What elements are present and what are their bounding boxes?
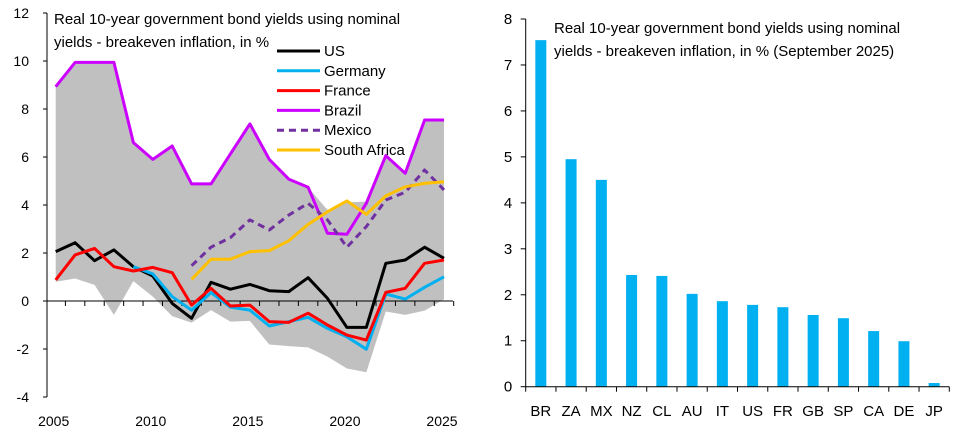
y-tick-label: 3: [504, 241, 512, 258]
y-tick-label: 10: [13, 53, 29, 69]
bar-de: [898, 341, 910, 387]
legend-label: South Africa: [324, 142, 406, 159]
bar-it: [716, 301, 728, 387]
x-tick-label: US: [742, 403, 763, 420]
bar-ca: [868, 331, 880, 387]
x-tick-label: CA: [863, 403, 884, 420]
x-tick-label: JP: [925, 403, 943, 420]
x-tick-label: GB: [802, 403, 824, 420]
series-line-brazil: [54, 60, 444, 236]
bar-za: [565, 159, 577, 387]
y-tick-label: 8: [21, 101, 29, 117]
x-tick-label: 2025: [426, 413, 457, 429]
x-tick-label: 2015: [232, 413, 263, 429]
legend-label: US: [324, 43, 345, 60]
series-line-us: [55, 241, 445, 329]
x-tick-label: 2010: [135, 413, 166, 429]
y-tick-label: 0: [504, 379, 512, 396]
legend-label: France: [324, 83, 371, 100]
legend-label: Mexico: [324, 122, 372, 139]
y-tick-label: 6: [21, 149, 29, 165]
range-band: [55, 62, 444, 373]
x-tick-label: CL: [652, 403, 671, 420]
x-tick-label: MX: [590, 403, 613, 420]
y-tick-label: 4: [504, 195, 512, 212]
y-tick-label: 2: [504, 287, 512, 304]
y-tick-label: 1: [504, 333, 512, 350]
x-tick-label: NZ: [622, 403, 642, 420]
bar-mx: [595, 179, 607, 387]
y-tick-label: 7: [504, 57, 512, 74]
chart-title: yields - breakeven inflation, in %: [54, 34, 269, 51]
x-tick-label: DE: [893, 403, 914, 420]
y-tick-label: 6: [504, 103, 512, 120]
bar-us: [747, 304, 759, 387]
bar-sp: [837, 318, 849, 387]
chart-title: Real 10-year government bond yields usin…: [54, 11, 400, 28]
series-line-mexico: [190, 168, 446, 267]
x-tick-label: AU: [682, 403, 703, 420]
bar-chart-bond-yields-sep-2025: BR ZA MX NZ CL AU IT US FR GB SP CA DE JP 0 1 2 3 4 5 6 7 8 Rea…: [504, 11, 950, 420]
x-tick-label: SP: [833, 403, 853, 420]
x-tick-label: IT: [716, 403, 729, 420]
y-tick-label: 5: [504, 149, 512, 166]
x-tick-label: FR: [773, 403, 793, 420]
series-line-france: [54, 246, 445, 342]
series-line-south-africa: [190, 180, 445, 281]
chart-title: yields - breakeven inflation, in % (Sept…: [554, 43, 894, 60]
chart-title: Real 10-year government bond yields usin…: [554, 20, 900, 37]
bar-jp: [928, 383, 940, 387]
y-tick-label: 4: [21, 197, 29, 213]
bar-au: [686, 293, 698, 387]
y-tick-label: 8: [504, 11, 512, 28]
bar-nz: [626, 275, 638, 387]
bar-gb: [807, 314, 819, 387]
x-tick-label: BR: [530, 403, 551, 420]
line-chart-bond-yields-history: -4 -2 0 2 4 6 8 10 12 2005 2010 2015 2020 2025 Real 10…: [13, 5, 457, 429]
x-tick-label: 2005: [38, 413, 69, 429]
legend-label: Brazil: [324, 102, 362, 119]
x-tick-label: 2020: [329, 413, 360, 429]
bar-br: [535, 40, 547, 387]
legend-label: Germany: [324, 63, 386, 80]
y-tick-label: -4: [17, 389, 30, 405]
bar-fr: [777, 307, 789, 387]
x-tick-label: ZA: [561, 403, 580, 420]
bar-cl: [656, 275, 668, 387]
y-tick-label: -2: [17, 341, 30, 357]
y-tick-label: 0: [21, 293, 29, 309]
y-tick-label: 12: [13, 5, 29, 21]
y-tick-label: 2: [21, 245, 29, 261]
